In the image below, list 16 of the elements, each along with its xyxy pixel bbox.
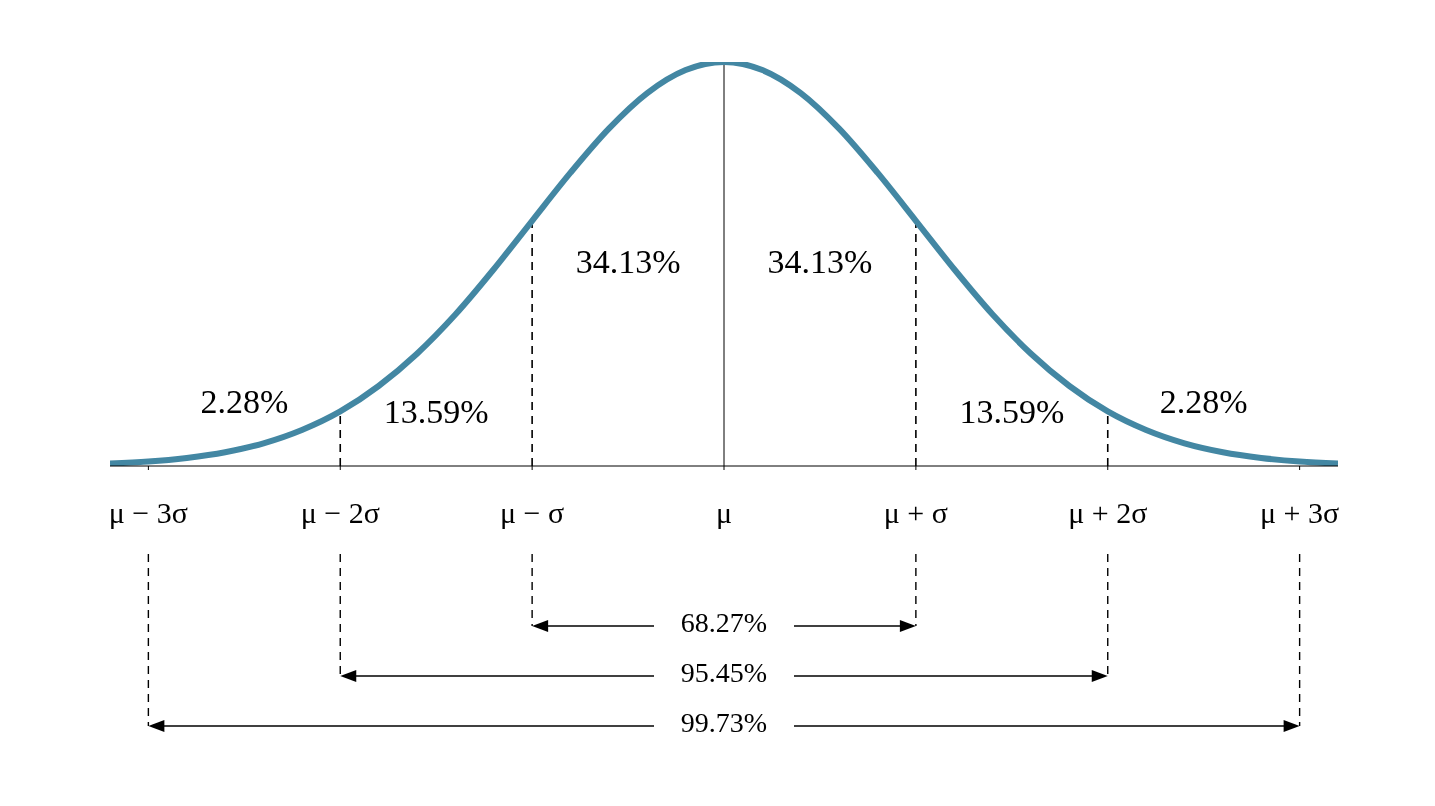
- x-tick-label: μ − σ: [500, 496, 565, 530]
- annotation: 2.28%: [200, 382, 289, 420]
- x-tick-label: μ: [715, 496, 733, 530]
- x-tick-label: μ + 3σ: [1260, 496, 1340, 530]
- annotation: 13.59%: [383, 392, 489, 430]
- text: 99.73%: [680, 707, 768, 739]
- x-tick-label: μ + σ: [883, 496, 948, 530]
- text: 95.45%: [680, 657, 768, 689]
- text: 68.27%: [680, 607, 768, 639]
- annotation: 13.59%: [959, 392, 1065, 430]
- x-tick-label: μ + 2σ: [1068, 496, 1148, 530]
- x-tick-label: μ − 3σ: [108, 496, 188, 530]
- x-tick-label: μ − 2σ: [300, 496, 380, 530]
- annotation: 34.13%: [575, 242, 681, 280]
- annotation: 34.13%: [767, 242, 873, 280]
- annotation: 2.28%: [1159, 382, 1248, 420]
